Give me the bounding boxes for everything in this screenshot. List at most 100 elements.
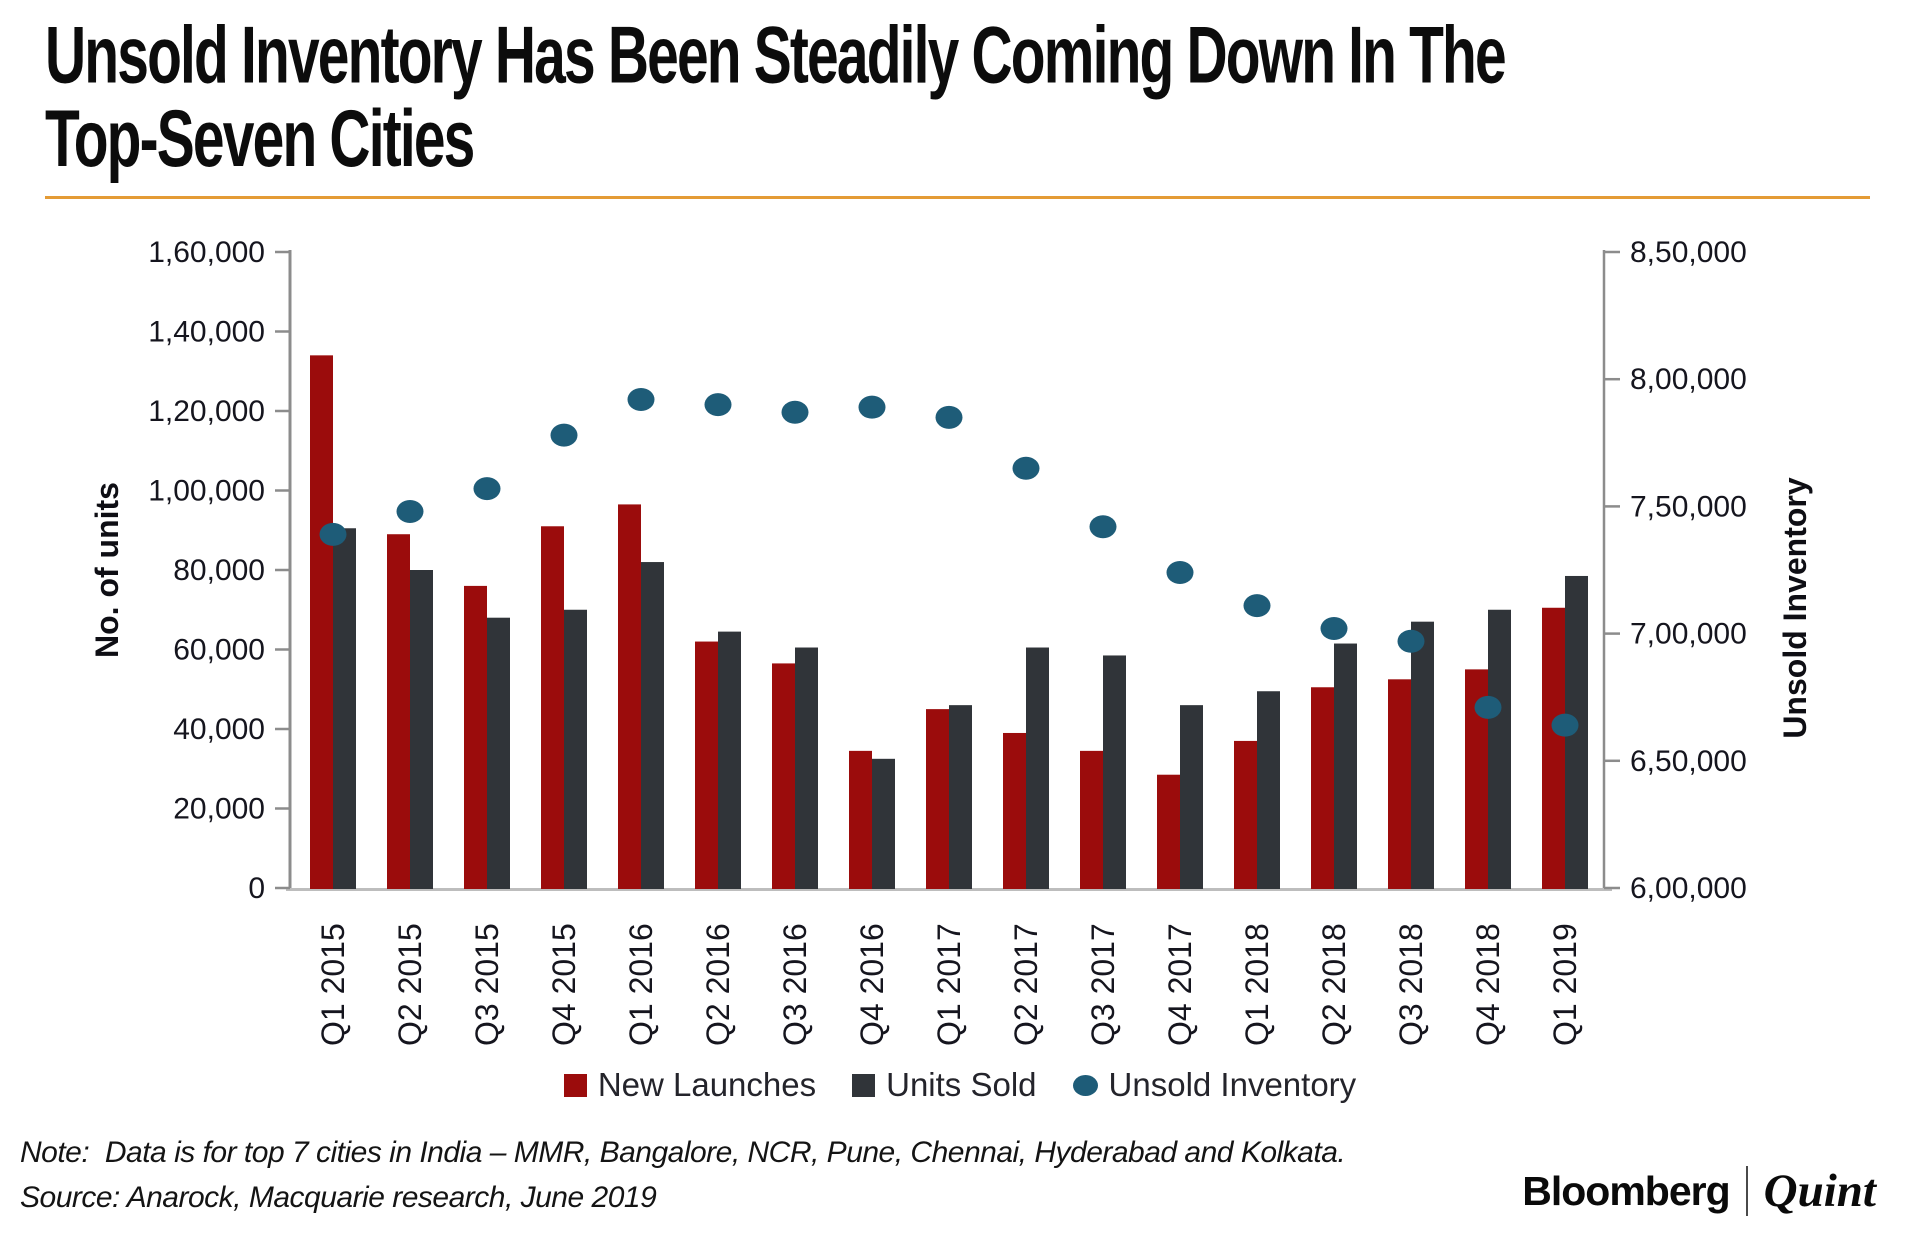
bar-units-sold-Q1-2015 bbox=[333, 528, 356, 889]
right-axis-title: Unsold Inventory bbox=[1777, 477, 1813, 739]
left-axis-tick-label: 1,00,000 bbox=[148, 475, 265, 508]
right-axis-tick-label: 6,00,000 bbox=[1630, 872, 1747, 905]
dot-unsold-inventory-Q3-2017 bbox=[1089, 515, 1117, 539]
x-axis-label: Q4 2016 bbox=[854, 923, 890, 1046]
dot-unsold-inventory-Q2-2018 bbox=[1320, 617, 1348, 641]
dot-unsold-inventory-Q4-2016 bbox=[858, 395, 886, 419]
x-axis-label: Q4 2015 bbox=[546, 923, 582, 1046]
bar-units-sold-Q4-2017 bbox=[1180, 705, 1203, 889]
bar-new-launches-Q4-2016 bbox=[849, 750, 872, 889]
dot-unsold-inventory-Q2-2017 bbox=[1012, 456, 1040, 480]
dot-unsold-inventory-Q1-2016 bbox=[627, 388, 655, 412]
x-axis-label: Q3 2018 bbox=[1393, 923, 1429, 1046]
bar-units-sold-Q3-2016 bbox=[795, 647, 818, 889]
x-axis-label: Q4 2017 bbox=[1162, 923, 1198, 1046]
x-axis-label: Q1 2016 bbox=[623, 923, 659, 1046]
dot-unsold-inventory-Q2-2015 bbox=[396, 499, 424, 523]
bar-new-launches-Q2-2015 bbox=[387, 534, 410, 889]
bar-new-launches-Q1-2017 bbox=[926, 709, 949, 889]
dot-unsold-inventory-Q3-2015 bbox=[473, 477, 501, 501]
x-axis-label: Q3 2015 bbox=[469, 923, 505, 1046]
bar-new-launches-Q2-2016 bbox=[695, 641, 718, 889]
right-axis-tick-label: 7,00,000 bbox=[1630, 618, 1747, 651]
legend-label-unsold-inventory: Unsold Inventory bbox=[1108, 1066, 1357, 1103]
bar-new-launches-Q4-2017 bbox=[1157, 774, 1180, 889]
chart-legend: New Launches Units Sold Unsold Inventory bbox=[0, 1062, 1920, 1108]
bar-new-launches-Q4-2018 bbox=[1465, 669, 1488, 889]
page-title: Unsold Inventory Has Been Steadily Comin… bbox=[45, 8, 1578, 184]
left-axis-tick-label: 0 bbox=[248, 872, 265, 905]
bar-units-sold-Q3-2015 bbox=[487, 617, 510, 889]
bar-new-launches-Q1-2015 bbox=[310, 355, 333, 890]
publisher-logo: Bloomberg Quint bbox=[1522, 1164, 1876, 1218]
bar-units-sold-Q2-2017 bbox=[1026, 647, 1049, 889]
bar-units-sold-Q2-2018 bbox=[1334, 643, 1357, 889]
bar-units-sold-Q3-2017 bbox=[1103, 655, 1126, 889]
left-axis-tick-label: 80,000 bbox=[173, 554, 265, 587]
logo-divider-bar bbox=[1745, 1166, 1748, 1216]
dot-unsold-inventory-Q3-2016 bbox=[781, 400, 809, 424]
x-axis-label: Q3 2016 bbox=[777, 923, 813, 1046]
left-axis-tick-label: 40,000 bbox=[173, 713, 265, 746]
right-axis-tick-label: 7,50,000 bbox=[1630, 490, 1747, 523]
x-axis-label: Q3 2017 bbox=[1085, 923, 1121, 1046]
x-axis-label: Q2 2017 bbox=[1008, 923, 1044, 1046]
bar-new-launches-Q1-2019 bbox=[1542, 607, 1565, 889]
x-axis-label: Q2 2015 bbox=[392, 923, 428, 1046]
footnote-note: Note: Data is for top 7 cities in India … bbox=[20, 1136, 1346, 1169]
bar-new-launches-Q1-2016 bbox=[618, 504, 641, 889]
x-axis-label: Q2 2018 bbox=[1316, 923, 1352, 1046]
x-axis-label: Q1 2018 bbox=[1239, 923, 1275, 1046]
bar-units-sold-Q4-2015 bbox=[564, 609, 587, 889]
dot-unsold-inventory-Q2-2016 bbox=[704, 393, 732, 417]
title-divider-rule bbox=[45, 196, 1870, 199]
legend-item-unsold-inventory: Unsold Inventory bbox=[1072, 1066, 1357, 1104]
bar-units-sold-Q1-2017 bbox=[949, 705, 972, 889]
right-axis-tick-label: 8,00,000 bbox=[1630, 363, 1747, 396]
legend-swatch-new-launches bbox=[563, 1073, 587, 1097]
bar-new-launches-Q3-2018 bbox=[1388, 679, 1411, 889]
page-title-line1: Unsold Inventory Has Been Steadily Comin… bbox=[45, 8, 1507, 101]
legend-label-units-sold: Units Sold bbox=[886, 1066, 1037, 1103]
bar-new-launches-Q3-2015 bbox=[464, 585, 487, 889]
bar-units-sold-Q1-2018 bbox=[1257, 691, 1280, 889]
dot-unsold-inventory-Q1-2017 bbox=[935, 405, 963, 429]
bar-new-launches-Q3-2016 bbox=[772, 663, 795, 889]
bloomberg-wordmark: Bloomberg bbox=[1522, 1167, 1730, 1214]
bar-new-launches-Q3-2017 bbox=[1080, 750, 1103, 889]
legend-item-units-sold: Units Sold bbox=[852, 1066, 1037, 1104]
bar-new-launches-Q4-2015 bbox=[541, 526, 564, 889]
bar-new-launches-Q2-2017 bbox=[1003, 732, 1026, 889]
x-axis-label: Q1 2017 bbox=[931, 923, 967, 1046]
legend-label-new-launches: New Launches bbox=[597, 1066, 817, 1103]
bar-new-launches-Q1-2018 bbox=[1234, 740, 1257, 889]
legend-swatch-units-sold bbox=[852, 1073, 876, 1097]
footnote-source: Source: Anarock, Macquarie research, Jun… bbox=[20, 1181, 657, 1214]
bar-units-sold-Q2-2016 bbox=[718, 631, 741, 889]
legend-item-new-launches: New Launches bbox=[563, 1066, 817, 1104]
dot-unsold-inventory-Q1-2019 bbox=[1551, 713, 1579, 737]
dot-unsold-inventory-Q1-2018 bbox=[1243, 594, 1271, 618]
page-title-line2: Top-Seven Cities bbox=[45, 91, 475, 184]
left-axis-title: No. of units bbox=[89, 482, 125, 658]
bar-units-sold-Q1-2019 bbox=[1565, 575, 1588, 889]
dot-unsold-inventory-Q3-2018 bbox=[1397, 629, 1425, 653]
bar-units-sold-Q2-2015 bbox=[410, 570, 433, 889]
x-axis-label: Q4 2018 bbox=[1470, 923, 1506, 1046]
dot-unsold-inventory-Q4-2015 bbox=[550, 423, 578, 447]
x-axis-label: Q2 2016 bbox=[700, 923, 736, 1046]
bar-units-sold-Q4-2016 bbox=[872, 758, 895, 889]
bar-units-sold-Q4-2018 bbox=[1488, 609, 1511, 889]
dot-unsold-inventory-Q4-2017 bbox=[1166, 561, 1194, 585]
left-axis-tick-label: 60,000 bbox=[173, 634, 265, 667]
quint-wordmark: Quint bbox=[1763, 1165, 1876, 1217]
bar-units-sold-Q1-2016 bbox=[641, 562, 664, 889]
left-axis-tick-label: 1,60,000 bbox=[148, 236, 265, 269]
bar-new-launches-Q2-2018 bbox=[1311, 687, 1334, 889]
left-axis-tick-label: 1,20,000 bbox=[148, 395, 265, 428]
dot-unsold-inventory-Q4-2018 bbox=[1474, 695, 1502, 719]
x-axis-label: Q1 2015 bbox=[315, 923, 351, 1046]
dot-unsold-inventory-Q1-2015 bbox=[319, 522, 347, 546]
